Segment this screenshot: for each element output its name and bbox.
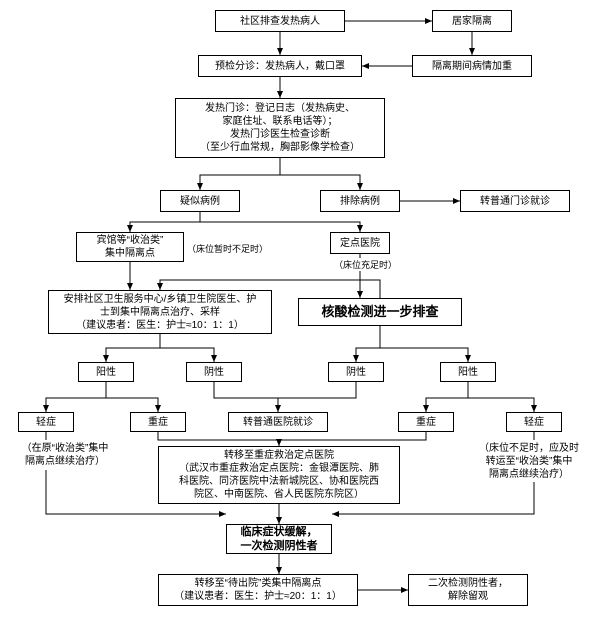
flowchart-node-n12: 核酸检测进一步排查 <box>298 298 462 326</box>
flowchart-node-n6: 疑似病例 <box>160 190 240 212</box>
flowchart-edge <box>160 348 214 362</box>
flowchart-node-n22: （在原“收治类”集中隔离点继续治疗） <box>10 440 120 470</box>
flowchart-node-n15: 阴性 <box>328 362 384 382</box>
flowchart-node-n18: 重症 <box>130 412 186 432</box>
flowchart-edge <box>130 212 200 232</box>
flowchart-node-n10: 定点医院 <box>330 232 390 254</box>
flowchart-edge <box>468 398 534 412</box>
flowchart-node-n16: 阳性 <box>440 362 496 382</box>
flowchart-edge <box>200 222 360 232</box>
flowchart-node-n7: 排除病例 <box>320 190 400 212</box>
flowchart-edge <box>278 382 356 398</box>
flowchart-node-n17: 轻症 <box>18 412 74 432</box>
flowchart-node-n5: 发热门诊：登记日志（发热病史、家庭住址、联系电话等）；发热门诊医生检查诊断（至少… <box>175 98 385 158</box>
flowchart-node-n20: 重症 <box>398 412 454 432</box>
flowchart-edge <box>356 326 380 362</box>
edge-label-l1: （床位暂时不足时） <box>186 242 269 255</box>
flowchart-edge <box>106 334 160 362</box>
flowchart-node-n3: 预检分诊：发热病人，戴口罩 <box>198 55 362 77</box>
flowchart-edge <box>279 432 426 440</box>
flowchart-node-n14: 阴性 <box>186 362 242 382</box>
flowchart-node-n9: 宾馆等“收治类”集中隔离点 <box>76 232 184 262</box>
flowchart-node-n13: 阳性 <box>78 362 134 382</box>
flowchart-edge <box>214 382 278 412</box>
flowchart-node-n2: 居家隔离 <box>432 10 512 32</box>
flowchart-node-n24: （床位不足时，应及时转运至“收治类”集中隔离点继续治疗） <box>470 440 588 482</box>
flowchart-edge <box>158 432 279 446</box>
flowchart-node-n26: 转移至“待出院”类集中隔离点（建议患者：医生：护士≈20：1：1） <box>158 574 358 606</box>
flowchart-edge <box>46 382 106 412</box>
flowchart-node-n21: 轻症 <box>506 412 562 432</box>
flowchart-node-n4: 隔离期间病情加重 <box>412 55 532 77</box>
flowchart-edge <box>106 398 158 412</box>
flowchart-edge <box>426 382 468 412</box>
flowchart-node-n1: 社区排查发热病人 <box>215 10 345 32</box>
flowchart-edge <box>200 158 280 190</box>
flowchart-node-n25: 临床症状缓解，一次检测阴性者 <box>226 524 332 554</box>
flowchart-node-n11: 安排社区卫生服务中心/乡镇卫生院医生、护士到集中隔离点治疗、采样（建议患者：医生… <box>48 290 272 334</box>
flowchart-node-n23: 转移至重症救治定点医院（武汉市重症救治定点医院：金银潭医院、肺科医院、同济医院中… <box>158 446 400 504</box>
edge-label-l2: （床位充足时） <box>333 258 398 271</box>
flowchart-edge <box>380 348 468 362</box>
flowchart-node-n8: 转普通门诊就诊 <box>460 190 570 212</box>
flowchart-node-n27: 二次检测阴性者，解除留观 <box>408 574 528 606</box>
flowchart-node-n19: 转普通医院就诊 <box>228 412 328 432</box>
flowchart-edge <box>280 175 360 190</box>
